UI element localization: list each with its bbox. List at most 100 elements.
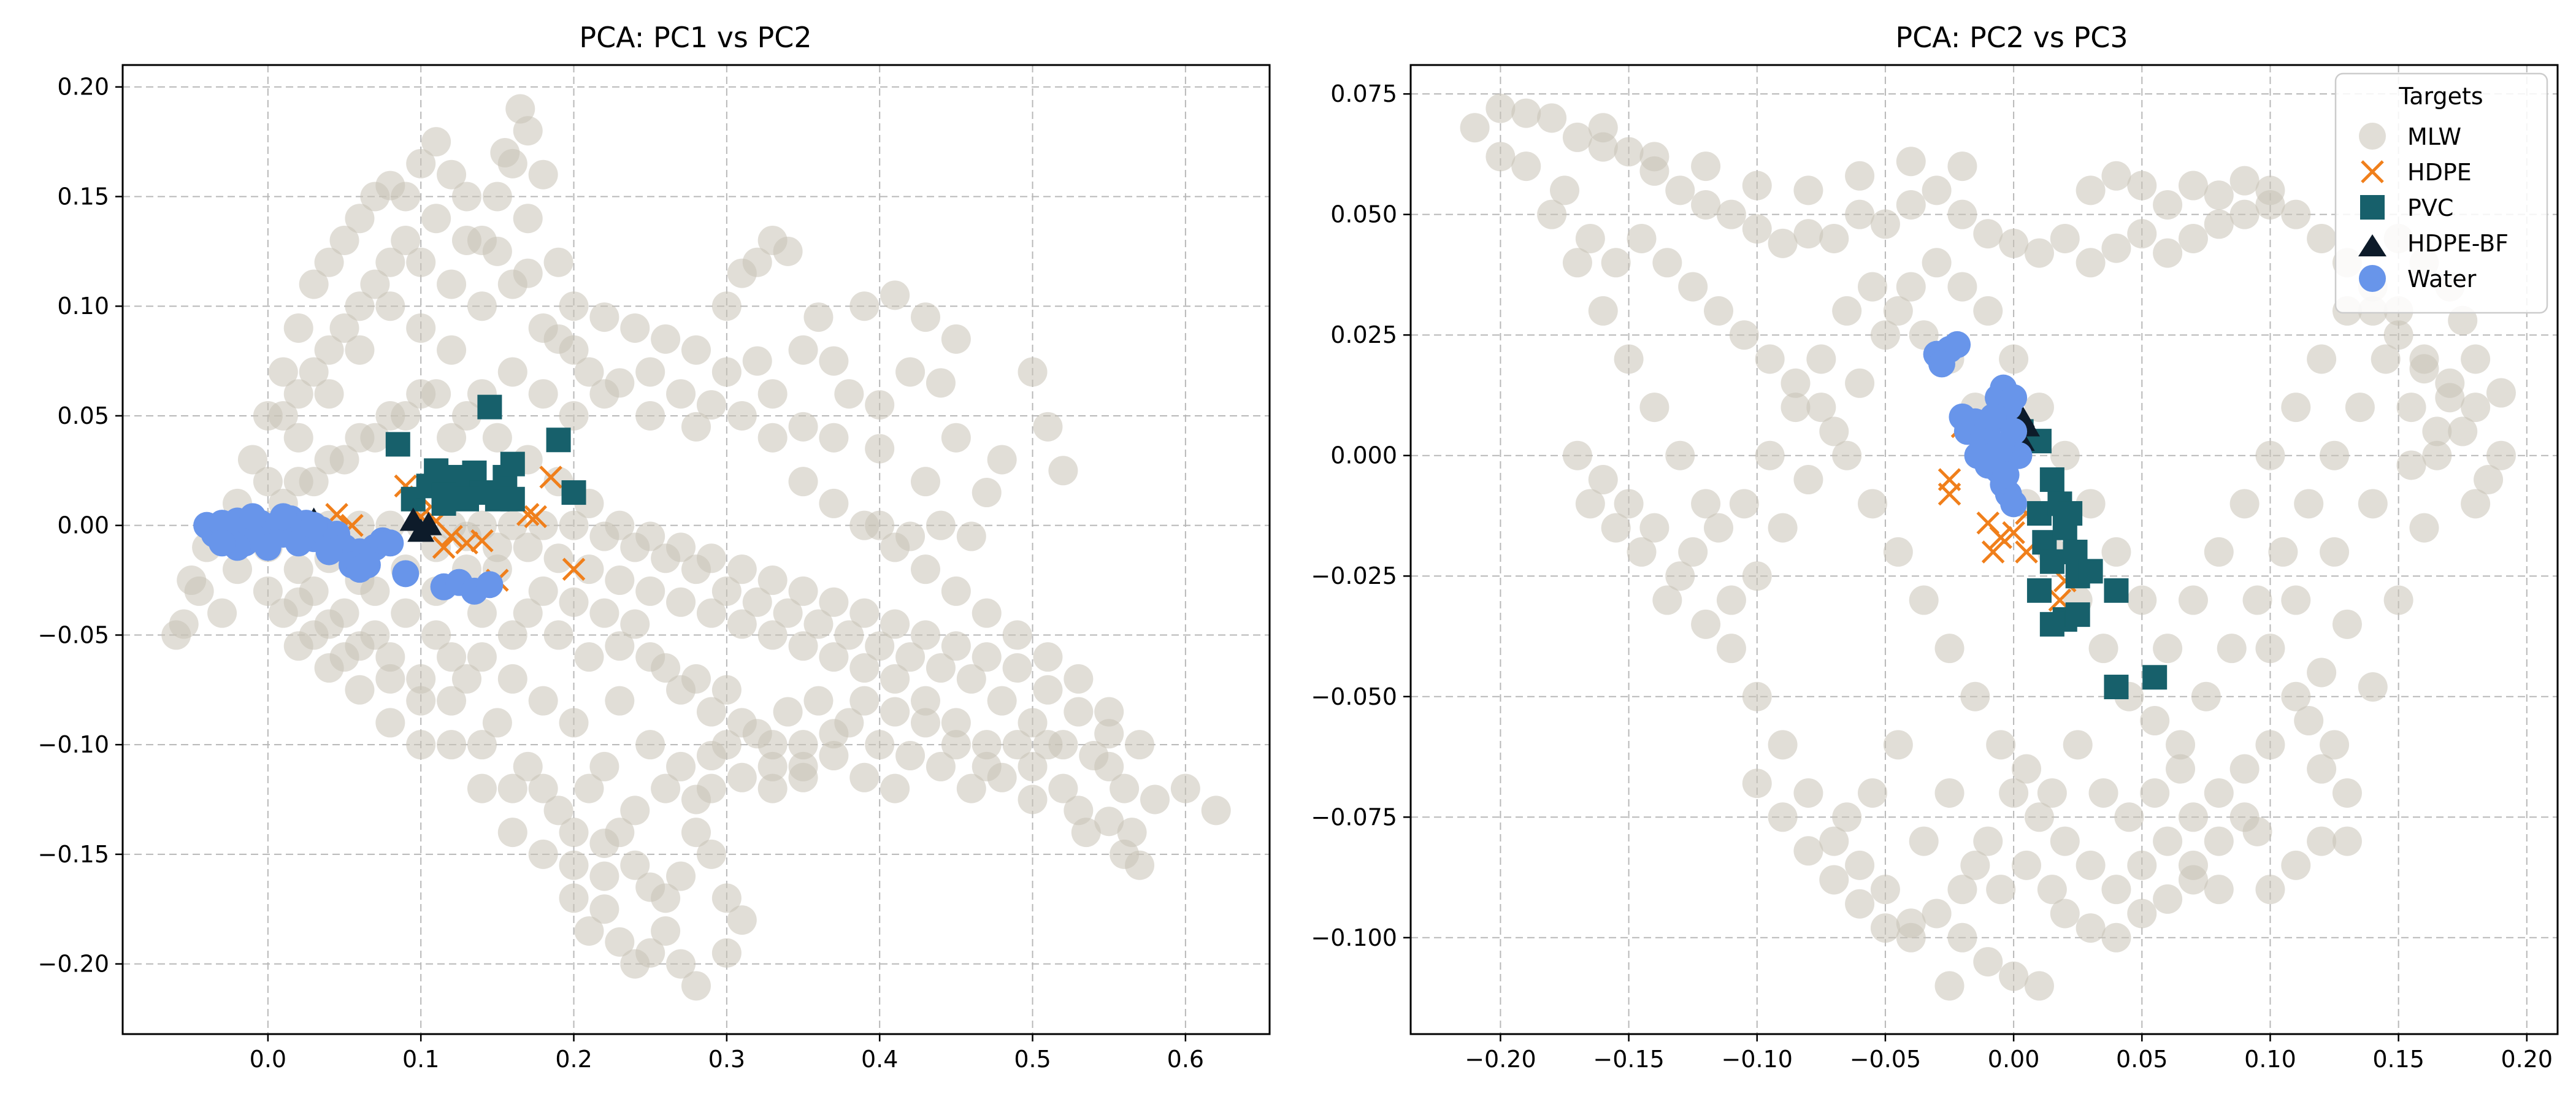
left-mlw-point xyxy=(849,291,880,321)
right-mlw-point xyxy=(2255,634,2285,664)
right-mlw-point xyxy=(2101,922,2131,953)
right-mlw-point xyxy=(1973,219,2003,249)
right-mlw-point xyxy=(2435,383,2465,413)
left-mlw-point xyxy=(452,664,481,694)
left-mlw-point xyxy=(574,916,604,946)
left-mlw-point xyxy=(497,773,527,803)
left-mlw-point xyxy=(727,762,757,792)
right-mlw-point xyxy=(1947,151,1977,182)
left-y-tick-label: −0.10 xyxy=(38,731,109,758)
left-mlw-point xyxy=(375,708,405,738)
left-mlw-point xyxy=(299,467,329,497)
left-mlw-point xyxy=(819,719,849,749)
right-mlw-point xyxy=(1562,440,1592,470)
right-mlw-point xyxy=(1768,228,1798,258)
left-mlw-point xyxy=(773,236,803,266)
left-mlw-point xyxy=(635,730,665,760)
left-mlw-point xyxy=(513,258,543,288)
right-mlw-point xyxy=(2178,802,2208,832)
right-mlw-point xyxy=(1537,103,1567,133)
left-water-point xyxy=(209,529,236,557)
left-mlw-point xyxy=(421,204,451,234)
right-mlw-point xyxy=(2345,393,2375,423)
right-mlw-point xyxy=(2204,537,2234,567)
right-mlw-point xyxy=(1588,465,1618,495)
left-mlw-point xyxy=(559,818,589,848)
right-mlw-point xyxy=(2204,209,2234,239)
left-mlw-point xyxy=(505,94,535,124)
left-mlw-point xyxy=(559,401,589,431)
right-mlw-point xyxy=(1858,778,1888,808)
left-mlw-point xyxy=(513,204,543,234)
left-mlw-point xyxy=(865,390,895,420)
left-mlw-point xyxy=(482,182,512,212)
right-mlw-point xyxy=(2127,585,2157,615)
left-mlw-point xyxy=(727,554,757,585)
left-mlw-point xyxy=(253,467,283,497)
left-pvc-point xyxy=(500,451,525,477)
left-mlw-point xyxy=(345,335,375,365)
left-mlw-point xyxy=(788,576,818,606)
left-mlw-point xyxy=(880,773,910,803)
left-mlw-point xyxy=(375,247,405,277)
right-x-tick-label: 0.20 xyxy=(2501,1046,2553,1073)
right-mlw-point xyxy=(2268,537,2298,567)
right-mlw-point xyxy=(2114,802,2144,832)
right-mlw-point xyxy=(1832,440,1862,470)
right-mlw-point xyxy=(1716,585,1746,615)
right-pvc-point xyxy=(2039,467,2064,493)
left-mlw-point xyxy=(1002,730,1032,760)
left-mlw-point xyxy=(1064,795,1094,826)
right-mlw-point xyxy=(1960,850,1990,880)
right-mlw-point xyxy=(1485,142,1516,172)
right-mlw-point xyxy=(1845,850,1875,880)
left-mlw-point xyxy=(1094,719,1124,749)
left-mlw-point xyxy=(391,182,421,212)
left-mlw-point xyxy=(880,664,910,694)
right-mlw-point xyxy=(1896,147,1926,177)
right-mlw-point xyxy=(2076,248,2106,278)
right-pvc-point xyxy=(2026,501,2052,526)
right-mlw-point xyxy=(1627,537,1657,567)
right-mlw-point xyxy=(1870,913,1900,943)
right-mlw-point xyxy=(2024,238,2054,268)
right-mlw-point xyxy=(2358,672,2388,702)
right-mlw-point xyxy=(2204,180,2234,210)
right-mlw-point xyxy=(2461,344,2491,374)
right-mlw-point xyxy=(2076,489,2106,519)
right-mlw-point xyxy=(1550,175,1580,205)
right-mlw-point xyxy=(1909,826,1939,856)
left-mlw-point xyxy=(696,839,726,869)
left-y-tick-label: 0.20 xyxy=(57,74,109,101)
left-mlw-point xyxy=(819,423,849,453)
right-water-point xyxy=(1928,350,1955,378)
left-mlw-point xyxy=(589,751,619,781)
left-mlw-point xyxy=(681,818,711,848)
left-mlw-point xyxy=(849,762,880,792)
right-mlw-point xyxy=(1883,537,1913,567)
left-water-point xyxy=(315,538,343,565)
left-mlw-point xyxy=(283,587,313,617)
left-mlw-point xyxy=(513,598,543,628)
left-mlw-point xyxy=(711,883,742,913)
right-mlw-point xyxy=(1614,137,1644,167)
left-pvc-point xyxy=(431,482,456,507)
left-mlw-point xyxy=(696,697,726,727)
right-mlw-point xyxy=(1999,228,2029,258)
right-mlw-point xyxy=(2281,681,2311,711)
right-mlw-point xyxy=(1575,489,1605,519)
right-mlw-point xyxy=(1947,922,1977,953)
left-mlw-point xyxy=(605,510,635,540)
left-mlw-point xyxy=(574,773,604,803)
left-mlw-point xyxy=(788,335,818,365)
left-mlw-point xyxy=(237,445,267,475)
right-pvc-point xyxy=(2078,559,2103,584)
left-mlw-point xyxy=(360,423,390,453)
left-mlw-point xyxy=(1125,850,1155,880)
right-mlw-point xyxy=(1729,489,1759,519)
right-mlw-point xyxy=(2178,585,2208,615)
right-mlw-point xyxy=(1742,561,1772,591)
left-mlw-point xyxy=(620,795,650,826)
right-mlw-point xyxy=(1768,802,1798,832)
